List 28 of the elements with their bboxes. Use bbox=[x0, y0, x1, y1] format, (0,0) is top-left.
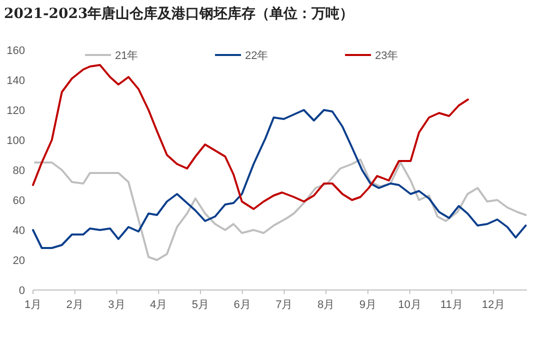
y-tick-label: 0 bbox=[18, 284, 25, 297]
line-series bbox=[32, 109, 527, 249]
x-tick-label: 4月 bbox=[150, 299, 168, 311]
y-tick-label: 140 bbox=[6, 74, 25, 87]
legend-label: 23年 bbox=[375, 50, 398, 62]
x-tick-label: 3月 bbox=[108, 299, 126, 311]
x-tick-label: 11月 bbox=[440, 299, 463, 311]
y-tick-label: 60 bbox=[12, 194, 25, 207]
x-tick-label: 9月 bbox=[359, 299, 376, 311]
line-series bbox=[32, 64, 469, 210]
line-series bbox=[34, 158, 527, 261]
y-tick-label: 20 bbox=[12, 254, 25, 267]
y-tick-label: 80 bbox=[12, 164, 25, 177]
x-tick-label: 5月 bbox=[192, 299, 210, 311]
x-tick-label: 10月 bbox=[398, 299, 422, 311]
y-tick-label: 160 bbox=[6, 44, 25, 57]
x-tick-label: 6月 bbox=[234, 299, 251, 311]
y-tick-label: 100 bbox=[6, 134, 25, 147]
y-tick-label: 40 bbox=[12, 224, 25, 237]
x-tick-label: 7月 bbox=[276, 299, 293, 311]
x-tick-label: 2月 bbox=[66, 299, 84, 311]
legend-label: 21年 bbox=[115, 50, 138, 62]
x-tick-label: 8月 bbox=[317, 299, 335, 311]
y-tick-label: 120 bbox=[6, 104, 25, 117]
x-tick-label: 12月 bbox=[482, 299, 506, 311]
x-tick-label: 1月 bbox=[24, 299, 42, 311]
chart-title: 2021-2023年唐山仓库及港口钢坯库存（单位：万吨） bbox=[4, 5, 354, 22]
legend-label: 22年 bbox=[245, 50, 268, 62]
